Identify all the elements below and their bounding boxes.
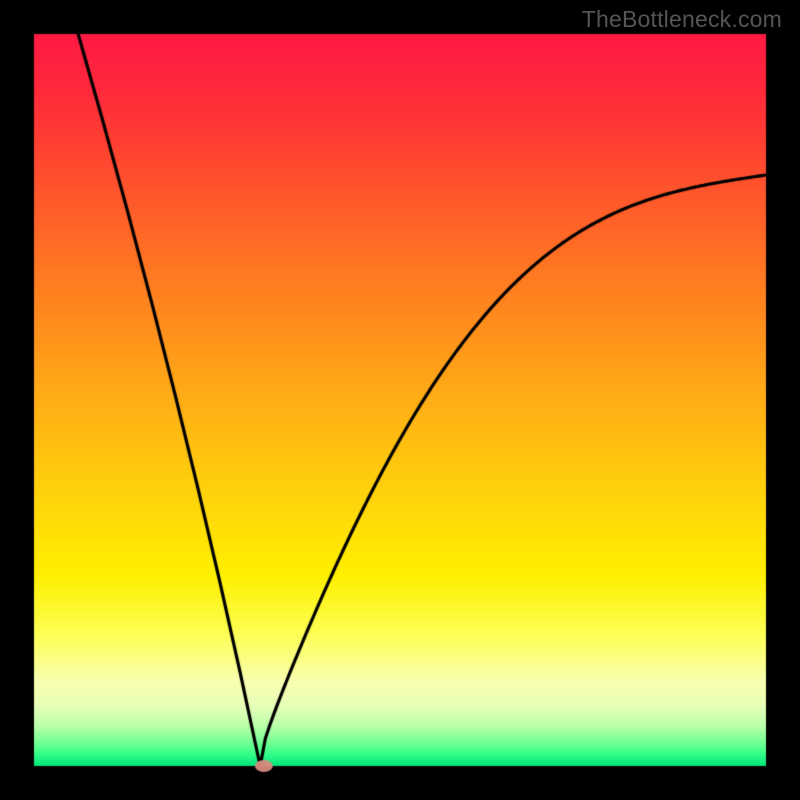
bottleneck-heatmap-curve: [0, 0, 800, 800]
watermark-text: TheBottleneck.com: [582, 6, 782, 33]
chart-root: TheBottleneck.com: [0, 0, 800, 800]
